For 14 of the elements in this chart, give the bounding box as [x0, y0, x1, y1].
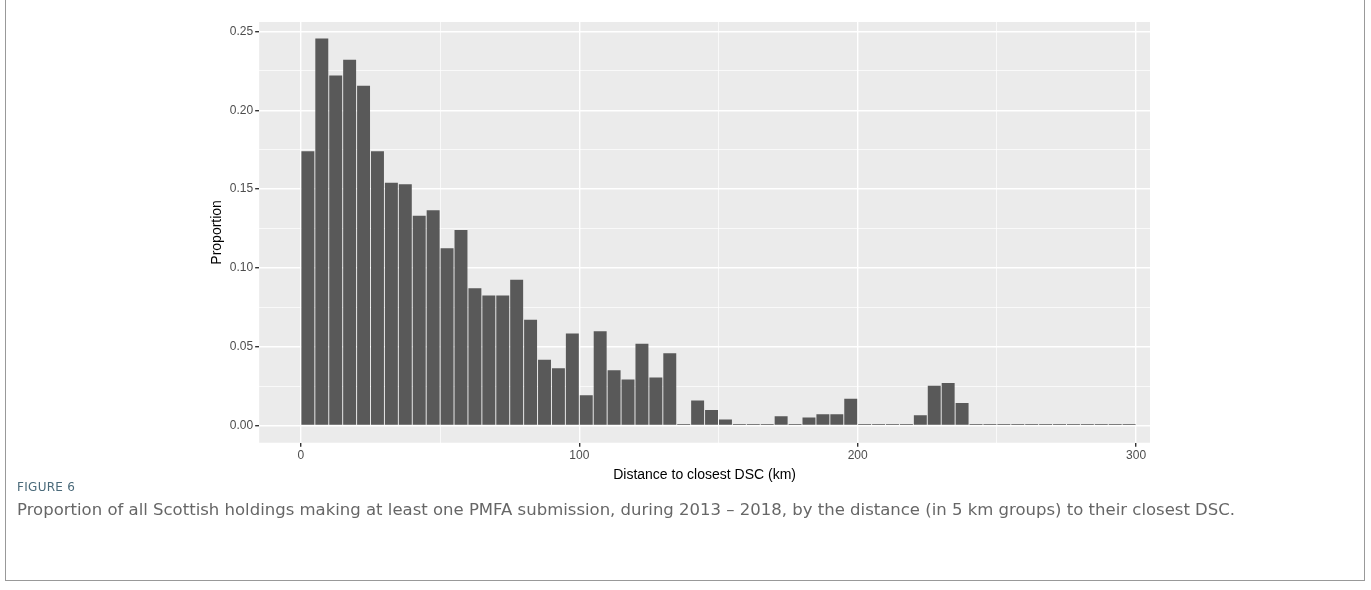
y-tick-label: 0.00	[229, 417, 254, 432]
x-tick-label: 300	[1126, 448, 1147, 463]
text: Proportion of all Scottish holdings making at least one PMFA submission, during 2013 – 2018, by the distance (in 5 km groups) to their closest DSC.	[17, 500, 1236, 519]
y-axis-title: Proportion	[208, 200, 225, 265]
x-tick-label: 200	[847, 448, 869, 463]
y-tick-label: 0.20	[229, 102, 254, 117]
x-tick-label: 0	[297, 448, 305, 463]
x-axis-title: Distance to closest DSC (km)	[613, 466, 796, 483]
y-tick-label: 0.05	[229, 338, 254, 353]
y-tick-label: 0.10	[229, 260, 254, 275]
y-tick-label: 0.15	[229, 181, 254, 196]
y-tick-label: 0.25	[229, 23, 254, 38]
x-tick-label: 100	[569, 448, 590, 463]
caption: FIGURE 6	[17, 480, 76, 494]
